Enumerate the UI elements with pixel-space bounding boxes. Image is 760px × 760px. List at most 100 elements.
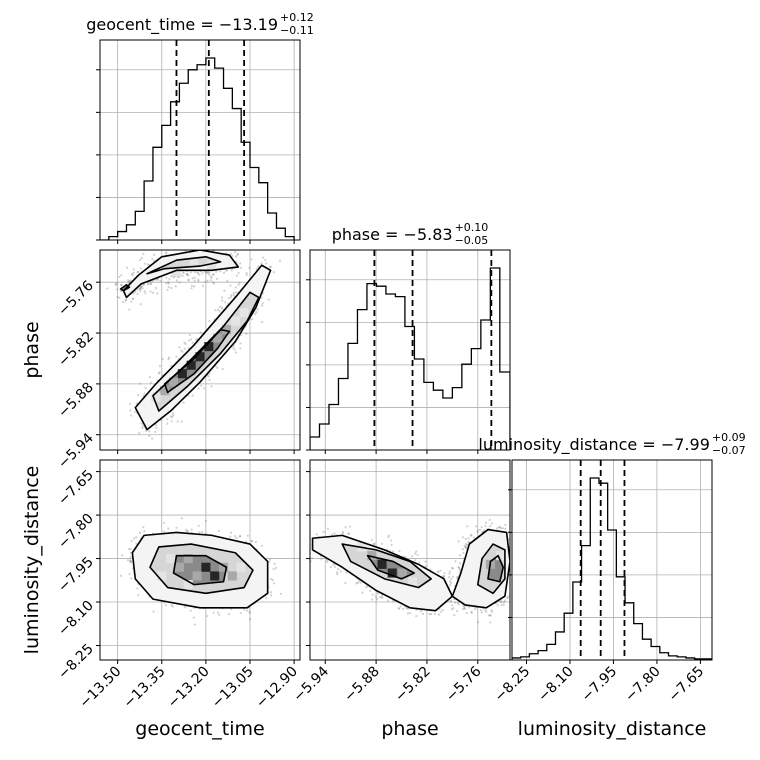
hist-bar bbox=[547, 644, 556, 660]
sample-point bbox=[129, 414, 133, 417]
sample-point bbox=[198, 531, 201, 534]
sample-point bbox=[398, 607, 401, 610]
sample-point bbox=[462, 607, 465, 611]
x-axis-label: phase bbox=[381, 718, 438, 740]
sample-point bbox=[167, 282, 170, 285]
sample-point bbox=[196, 272, 200, 275]
scatter-panel-phase-luminosity_distance: −5.94 −5.88 −5.82 −5.76 bbox=[290, 459, 517, 706]
sample-point bbox=[152, 253, 156, 256]
density-cell bbox=[230, 316, 240, 326]
sample-point bbox=[128, 572, 131, 575]
sample-point bbox=[387, 535, 390, 539]
sample-point bbox=[246, 534, 249, 537]
sample-point bbox=[439, 569, 442, 572]
sample-point bbox=[499, 600, 502, 603]
sample-point bbox=[333, 532, 336, 535]
sample-point bbox=[226, 247, 228, 249]
sample-point bbox=[233, 344, 236, 347]
sample-point bbox=[468, 540, 471, 544]
sample-point bbox=[222, 271, 226, 274]
x-tick-label: −7.80 bbox=[622, 664, 664, 706]
x-tick-label: −5.82 bbox=[392, 664, 434, 706]
sample-point bbox=[135, 542, 138, 545]
sample-point bbox=[136, 587, 139, 590]
sample-point bbox=[233, 534, 237, 538]
density-cell bbox=[166, 554, 176, 564]
density-cell bbox=[186, 360, 196, 370]
sample-point bbox=[490, 522, 494, 525]
sample-point bbox=[231, 254, 234, 258]
sample-point bbox=[507, 595, 510, 599]
sample-point bbox=[457, 566, 460, 569]
histogram-step bbox=[512, 477, 712, 660]
sample-point bbox=[220, 246, 222, 248]
sample-point bbox=[484, 524, 487, 528]
sample-point bbox=[118, 296, 121, 299]
sample-point bbox=[128, 547, 131, 551]
sample-point bbox=[372, 543, 375, 546]
density-cell bbox=[195, 352, 205, 362]
sample-point bbox=[378, 595, 381, 598]
sample-point bbox=[242, 608, 246, 611]
sample-point bbox=[235, 536, 238, 540]
sample-point bbox=[465, 611, 468, 615]
sample-point bbox=[188, 333, 192, 337]
density-cell bbox=[168, 377, 179, 387]
sample-point bbox=[355, 582, 358, 585]
density-cell bbox=[210, 571, 220, 581]
sample-point bbox=[464, 546, 468, 549]
sample-point bbox=[470, 611, 473, 614]
sample-point bbox=[151, 437, 154, 440]
sample-point bbox=[237, 283, 240, 287]
sample-point bbox=[140, 256, 143, 260]
sample-point bbox=[234, 291, 238, 294]
sample-point bbox=[397, 607, 400, 610]
sample-point bbox=[438, 608, 441, 611]
sample-point bbox=[157, 372, 160, 375]
contour-line-inner bbox=[119, 283, 131, 292]
sample-point bbox=[129, 555, 132, 559]
sample-point bbox=[150, 282, 153, 285]
sample-point bbox=[515, 544, 517, 546]
sample-point bbox=[268, 560, 271, 563]
sample-point bbox=[461, 548, 465, 551]
axes-frame bbox=[99, 249, 301, 451]
sample-point bbox=[204, 519, 208, 523]
sample-point bbox=[239, 266, 243, 269]
hist-bar bbox=[179, 83, 188, 240]
sample-point bbox=[240, 334, 243, 337]
sample-point bbox=[443, 572, 446, 575]
sample-point bbox=[248, 610, 251, 613]
hist-bar bbox=[634, 624, 643, 660]
sample-point bbox=[120, 283, 123, 287]
sample-point bbox=[144, 386, 147, 390]
hist-bar bbox=[376, 286, 385, 450]
sample-point bbox=[131, 274, 134, 277]
sample-point bbox=[143, 290, 146, 293]
sample-point bbox=[151, 257, 154, 261]
sample-point bbox=[496, 527, 499, 530]
sample-point bbox=[236, 252, 239, 256]
sample-point bbox=[245, 332, 248, 335]
sample-point bbox=[502, 600, 506, 604]
sample-point bbox=[208, 319, 211, 323]
sample-point bbox=[210, 276, 213, 279]
sample-point bbox=[430, 612, 433, 616]
sample-point bbox=[170, 416, 174, 419]
sample-point bbox=[114, 282, 117, 285]
sample-point bbox=[456, 610, 459, 613]
hist-bar bbox=[319, 424, 328, 450]
hist-bar bbox=[590, 478, 599, 660]
sample-point bbox=[202, 247, 204, 249]
sample-point bbox=[204, 270, 208, 274]
sample-point bbox=[136, 288, 139, 291]
sample-point bbox=[204, 270, 207, 273]
sample-point bbox=[453, 614, 456, 617]
hist-bar bbox=[582, 546, 591, 660]
sample-point bbox=[335, 571, 339, 574]
sample-point bbox=[219, 270, 222, 273]
hist-bar bbox=[386, 294, 395, 450]
sample-point bbox=[149, 282, 152, 285]
sample-point bbox=[207, 273, 210, 276]
sample-point bbox=[135, 536, 138, 539]
